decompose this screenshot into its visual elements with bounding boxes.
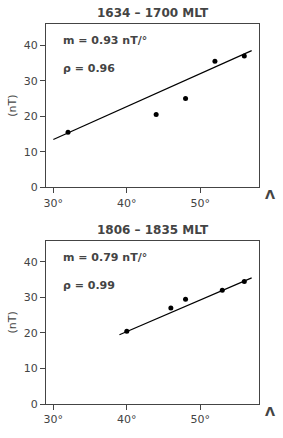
- svg-text:ρ = 0.96: ρ = 0.96: [63, 62, 115, 75]
- svg-text:30°: 30°: [44, 413, 64, 426]
- svg-text:m = 0.79 nT/°: m = 0.79 nT/°: [63, 251, 147, 264]
- svg-text:0: 0: [31, 181, 38, 194]
- svg-text:m = 0.93 nT/°: m = 0.93 nT/°: [63, 34, 147, 47]
- svg-text:50°: 50°: [190, 197, 210, 210]
- svg-text:Λ: Λ: [265, 404, 275, 419]
- svg-text:40°: 40°: [117, 413, 137, 426]
- svg-text:40: 40: [24, 39, 38, 52]
- svg-text:10: 10: [24, 146, 38, 159]
- svg-text:Λ: Λ: [265, 187, 275, 202]
- svg-text:10: 10: [24, 362, 38, 375]
- svg-text:(nT): (nT): [6, 95, 19, 117]
- svg-text:50°: 50°: [190, 413, 210, 426]
- svg-text:30: 30: [24, 75, 38, 88]
- svg-text:40°: 40°: [117, 197, 137, 210]
- svg-text:ρ = 0.99: ρ = 0.99: [63, 279, 115, 292]
- svg-text:1806 – 1835 MLT: 1806 – 1835 MLT: [97, 223, 209, 237]
- svg-text:1634 – 1700 MLT: 1634 – 1700 MLT: [97, 6, 209, 20]
- svg-text:40: 40: [24, 256, 38, 269]
- svg-text:0: 0: [31, 398, 38, 411]
- svg-text:20: 20: [24, 110, 38, 123]
- svg-text:30: 30: [24, 291, 38, 304]
- svg-text:30°: 30°: [44, 197, 64, 210]
- svg-text:(nT): (nT): [6, 311, 19, 333]
- svg-text:20: 20: [24, 327, 38, 340]
